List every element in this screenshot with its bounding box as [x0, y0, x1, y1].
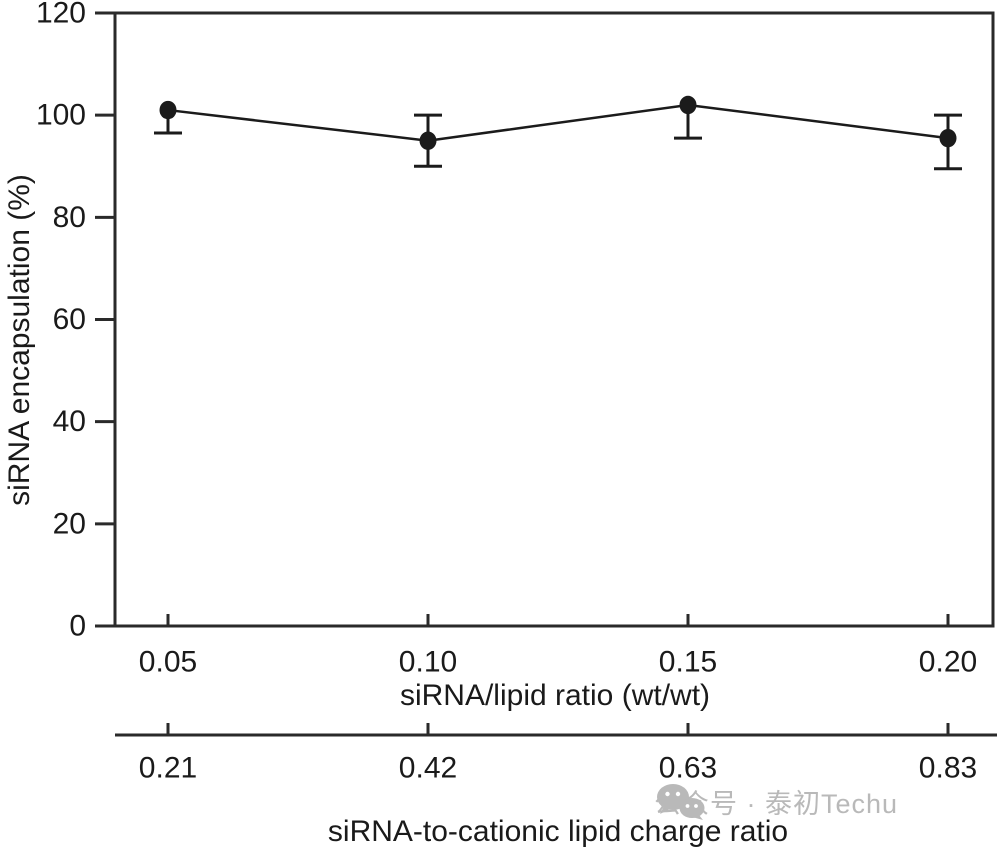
- series-line: [167, 103, 949, 142]
- x-tick-label: 0.20: [919, 646, 977, 679]
- secondary-x-tick-label: 0.21: [139, 752, 197, 785]
- watermark: 公众号 · 泰初Techu: [654, 782, 898, 821]
- x-tick-label: 0.10: [399, 646, 457, 679]
- y-tick-label: 100: [36, 99, 86, 132]
- y-tick-label: 40: [53, 405, 86, 438]
- data-point: [159, 100, 177, 120]
- data-point: [419, 131, 437, 150]
- secondary-x-tick-label: 0.63: [659, 752, 717, 785]
- y-tick-label: 0: [69, 610, 86, 643]
- y-axis-title: siRNA encapsulation (%): [3, 174, 36, 506]
- plot-border: [113, 11, 995, 628]
- data-point: [939, 128, 957, 148]
- y-tick-label: 60: [53, 303, 86, 336]
- data-point: [679, 95, 697, 115]
- y-tick-label: 20: [53, 507, 86, 540]
- secondary-x-tick-label: 0.42: [399, 752, 457, 785]
- x-axis-title: siRNA/lipid ratio (wt/wt): [399, 679, 711, 712]
- secondary-x-axis-title: siRNA-to-cationic lipid charge ratio: [327, 815, 789, 848]
- secondary-x-tick-label: 0.83: [919, 752, 977, 785]
- y-tick-label: 80: [53, 201, 86, 234]
- wechat-icon: [657, 784, 705, 820]
- x-tick-label: 0.05: [139, 646, 197, 679]
- x-tick-label: 0.15: [659, 646, 717, 679]
- y-tick-label: 120: [36, 0, 86, 30]
